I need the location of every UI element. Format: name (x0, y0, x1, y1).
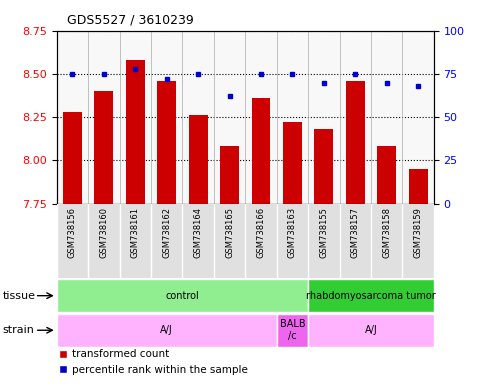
Bar (277, 314, 308, 347)
Text: GSM738157: GSM738157 (351, 207, 360, 258)
Bar (283, 122, 302, 204)
Legend: transformed count, percentile rank within the sample: transformed count, percentile rank withi… (55, 345, 252, 379)
Text: GSM738166: GSM738166 (256, 207, 266, 258)
Text: GSM738158: GSM738158 (382, 207, 391, 258)
Bar (315, 129, 333, 204)
Bar (94, 91, 113, 204)
Bar (63, 112, 82, 204)
Text: GDS5527 / 3610239: GDS5527 / 3610239 (67, 14, 193, 27)
Bar (157, 81, 176, 204)
Bar (57, 314, 277, 347)
Text: A/J: A/J (365, 325, 377, 335)
Bar (189, 115, 208, 204)
Text: GSM738162: GSM738162 (162, 207, 171, 258)
Text: GSM738164: GSM738164 (194, 207, 203, 258)
Text: GSM738165: GSM738165 (225, 207, 234, 258)
Text: control: control (166, 291, 199, 301)
Bar (377, 146, 396, 204)
Bar (220, 146, 239, 204)
Text: BALB
/c: BALB /c (280, 319, 305, 341)
Bar (126, 60, 145, 204)
Text: GSM738156: GSM738156 (68, 207, 77, 258)
Text: A/J: A/J (160, 325, 173, 335)
Bar (57, 279, 308, 312)
Bar (251, 98, 270, 204)
Text: GSM738160: GSM738160 (99, 207, 108, 258)
Text: GSM738163: GSM738163 (288, 207, 297, 258)
Text: GSM738159: GSM738159 (414, 207, 423, 258)
Text: GSM738161: GSM738161 (131, 207, 140, 258)
Text: tissue: tissue (2, 291, 35, 301)
Bar (409, 169, 427, 204)
Text: strain: strain (2, 325, 35, 335)
Bar (308, 279, 434, 312)
Bar (308, 314, 434, 347)
Bar (346, 81, 365, 204)
Text: rhabdomyosarcoma tumor: rhabdomyosarcoma tumor (306, 291, 436, 301)
Text: GSM738155: GSM738155 (319, 207, 328, 258)
